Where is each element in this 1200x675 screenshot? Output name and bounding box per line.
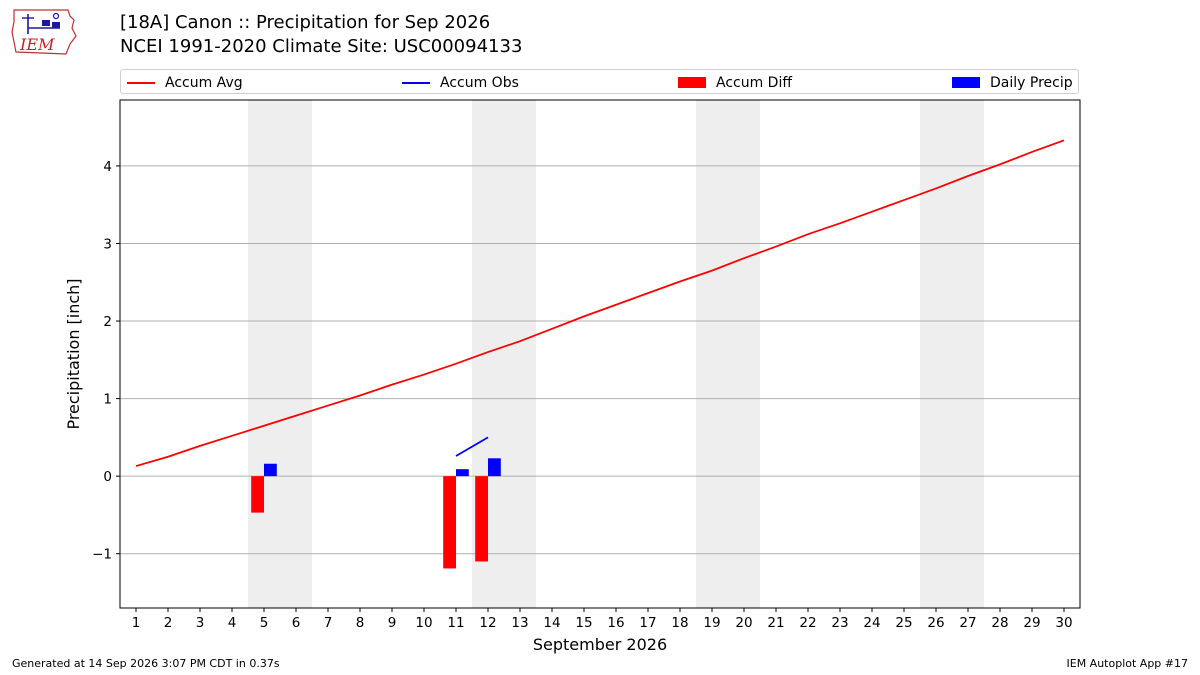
chart-subtitle: NCEI 1991-2020 Climate Site: USC00094133 bbox=[120, 36, 523, 57]
x-tick-label: 9 bbox=[388, 615, 397, 631]
x-tick-label: 12 bbox=[479, 615, 496, 631]
x-tick-label: 15 bbox=[575, 615, 592, 631]
x-tick-label: 21 bbox=[767, 615, 784, 631]
x-tick-label: 4 bbox=[228, 615, 237, 631]
x-tick-label: 19 bbox=[703, 615, 720, 631]
x-tick-label: 20 bbox=[735, 615, 752, 631]
iem-logo: IEM bbox=[8, 6, 80, 58]
x-tick-label: 25 bbox=[895, 615, 912, 631]
autoplot-app-label: IEM Autoplot App #17 bbox=[1066, 657, 1189, 670]
y-axis-label: Precipitation [inch] bbox=[64, 278, 83, 429]
x-tick-label: 1 bbox=[132, 615, 141, 631]
x-tick-label: 22 bbox=[799, 615, 816, 631]
daily-precip-bar bbox=[488, 458, 501, 477]
legend-item-accum-avg: Accum Avg bbox=[127, 70, 243, 95]
legend-item-accum-diff: Accum Diff bbox=[678, 70, 792, 95]
x-tick-label: 26 bbox=[927, 615, 944, 631]
legend-swatch-accum-obs bbox=[402, 81, 430, 84]
x-tick-label: 14 bbox=[543, 615, 560, 631]
y-tick-label: −1 bbox=[92, 547, 112, 563]
y-tick-label: 4 bbox=[103, 159, 112, 175]
x-tick-label: 6 bbox=[292, 615, 301, 631]
generated-timestamp: Generated at 14 Sep 2026 3:07 PM CDT in … bbox=[12, 657, 280, 670]
x-tick-label: 29 bbox=[1023, 615, 1040, 631]
legend-item-accum-obs: Accum Obs bbox=[402, 70, 519, 95]
legend-item-daily-precip: Daily Precip bbox=[952, 70, 1073, 95]
weekend-band-3 bbox=[696, 100, 760, 608]
x-tick-label: 27 bbox=[959, 615, 976, 631]
y-tick-label: 3 bbox=[103, 236, 112, 252]
weekend-shading bbox=[248, 100, 984, 608]
bar-series bbox=[251, 458, 501, 569]
legend-swatch-daily-precip bbox=[952, 77, 980, 88]
y-tick-label: 1 bbox=[103, 392, 112, 408]
plot-frame bbox=[119, 99, 1081, 609]
x-tick-label: 23 bbox=[831, 615, 848, 631]
y-gridlines bbox=[120, 165, 1080, 555]
x-tick-label: 30 bbox=[1055, 615, 1072, 631]
x-tick-label: 16 bbox=[607, 615, 624, 631]
legend-swatch-accum-diff bbox=[678, 77, 706, 88]
accum-obs-line bbox=[455, 436, 489, 457]
x-axis-label: September 2026 bbox=[533, 635, 667, 654]
x-axis-ticks: 1 2 3 4 5 6 7 8 9 10 11 12 13 14 15 16 17 18 19 20 21 22 23 24 2… bbox=[132, 608, 1073, 631]
legend-label-accum-avg: Accum Avg bbox=[165, 74, 243, 91]
x-tick-label: 11 bbox=[447, 615, 464, 631]
legend-label-accum-diff: Accum Diff bbox=[716, 74, 793, 91]
legend-swatch-accum-avg bbox=[127, 81, 155, 84]
x-tick-label: 28 bbox=[991, 615, 1008, 631]
x-tick-label: 10 bbox=[415, 615, 432, 631]
x-tick-label: 18 bbox=[671, 615, 688, 631]
x-tick-label: 2 bbox=[164, 615, 173, 631]
y-tick-label: 2 bbox=[103, 314, 112, 330]
chart-title: [18A] Canon :: Precipitation for Sep 202… bbox=[120, 12, 491, 33]
accum-diff-bar bbox=[251, 476, 264, 513]
daily-precip-bar bbox=[264, 463, 277, 477]
legend-label-daily-precip: Daily Precip bbox=[990, 74, 1073, 91]
accum-diff-bar bbox=[443, 476, 456, 569]
x-tick-label: 24 bbox=[863, 615, 880, 631]
x-tick-label: 8 bbox=[356, 615, 365, 631]
y-tick-label: 0 bbox=[103, 469, 112, 485]
legend-label-accum-obs: Accum Obs bbox=[440, 74, 519, 91]
line-series bbox=[135, 139, 1065, 467]
x-tick-label: 3 bbox=[196, 615, 205, 631]
y-axis-ticks: −1 0 1 2 3 4 bbox=[92, 159, 120, 563]
x-tick-label: 13 bbox=[511, 615, 528, 631]
x-tick-label: 5 bbox=[260, 615, 269, 631]
weekend-band-4 bbox=[920, 100, 984, 608]
svg-text:IEM: IEM bbox=[19, 35, 55, 54]
x-tick-label: 17 bbox=[639, 615, 656, 631]
daily-precip-bar bbox=[456, 469, 469, 477]
x-tick-label: 7 bbox=[324, 615, 333, 631]
weekend-band-1 bbox=[248, 100, 312, 608]
accum-avg-line bbox=[135, 139, 1065, 467]
accum-diff-bar bbox=[475, 476, 488, 562]
chart-legend: Accum Avg Accum Obs Accum Diff Daily Pre… bbox=[120, 69, 1079, 94]
